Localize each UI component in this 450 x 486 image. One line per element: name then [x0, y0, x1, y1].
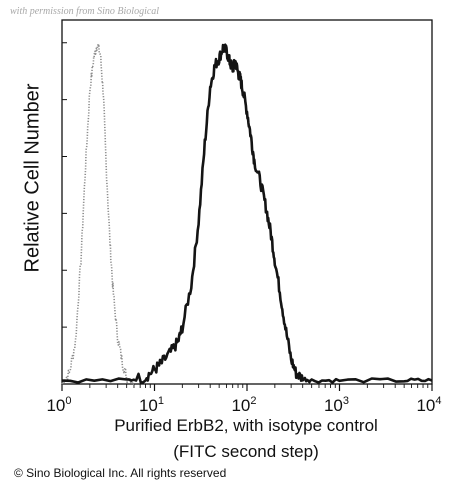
x-axis-label: Purified ErbB2, with isotype control — [114, 416, 378, 435]
x-axis-label-secondary: (FITC second step) — [173, 442, 319, 461]
watermark-text: with permission from Sino Biological — [10, 6, 160, 17]
x-tick-label: 102 — [231, 395, 256, 415]
x-tick-label: 103 — [324, 395, 349, 415]
x-tick-label: 100 — [46, 395, 71, 415]
plot-frame — [61, 19, 433, 385]
x-tick-label: 104 — [416, 395, 441, 415]
axes — [61, 19, 433, 385]
series-isotype-control — [61, 43, 135, 385]
series-purified-erbb2 — [61, 43, 433, 384]
x-tick-label: 101 — [139, 395, 164, 415]
series-layer — [61, 43, 433, 385]
copyright-text: © Sino Biological Inc. All rights reserv… — [14, 466, 227, 480]
x-ticks: 100 101 102 103 104 — [46, 384, 442, 415]
